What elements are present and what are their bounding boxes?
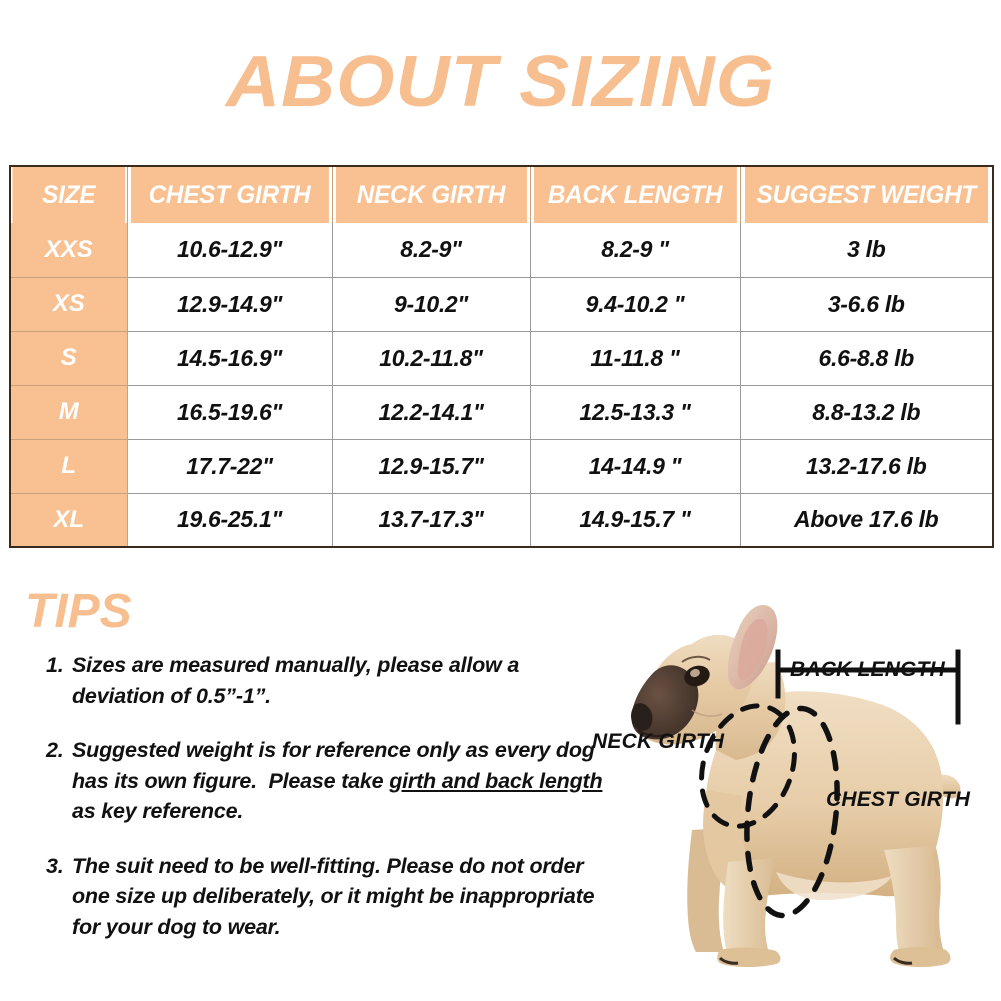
table-row: XL 19.6-25.1" 13.7-17.3" 14.9-15.7 " Above 1…: [10, 493, 993, 547]
tip-number: 1.: [46, 653, 64, 677]
cell-neck: 13.7-17.3": [332, 493, 531, 547]
neck-girth-dashed-ellipse: [699, 703, 797, 829]
dog-illustration: [631, 605, 961, 967]
cell-chest: 14.5-16.9": [127, 331, 333, 386]
cell-size: M: [10, 385, 128, 440]
table-row: XS 12.9-14.9" 9-10.2" 9.4-10.2 " 3-6.6 lb: [10, 277, 993, 332]
cell-size: XS: [10, 277, 128, 332]
table-row: M 16.5-19.6" 12.2-14.1" 12.5-13.3 " 8.8-13.2…: [10, 385, 993, 440]
dog-mouth: [637, 729, 669, 738]
table-row: XXS 10.6-12.9" 8.2-9" 8.2-9 " 3 lb: [10, 223, 993, 278]
cell-chest: 12.9-14.9": [127, 277, 333, 332]
cell-weight: 8.8-13.2 lb: [740, 385, 993, 440]
cell-chest: 19.6-25.1": [127, 493, 333, 547]
cell-back: 11-11.8 ": [530, 331, 741, 386]
tip-number: 2.: [46, 738, 64, 763]
tips-list: 1. Sizes are measured manually, please al…: [46, 650, 606, 966]
dog-brow: [681, 655, 711, 663]
cell-neck: 12.2-14.1": [332, 385, 531, 440]
dog-hind-leg: [884, 846, 940, 958]
dog-hind-claw: [892, 956, 913, 965]
label-back-length: BACK LENGTH: [790, 658, 946, 681]
dog-front-leg: [723, 858, 776, 960]
cell-back: 8.2-9 ": [530, 223, 741, 278]
cell-back: 14.9-15.7 ": [530, 493, 741, 547]
page-title: ABOUT SIZING: [225, 42, 776, 122]
label-chest-girth: CHEST GIRTH: [826, 788, 971, 811]
table-row: S 14.5-16.9" 10.2-11.8" 11-11.8 " 6.6-8.8 lb: [10, 331, 993, 386]
cell-weight: 6.6-8.8 lb: [740, 331, 993, 386]
dog-belly: [776, 872, 892, 900]
column-header-neck-girth: NECK GIRTH: [334, 166, 528, 223]
tip-text: Suggested weight is for reference only a…: [72, 738, 603, 824]
tip-text: The suit need to be well-fitting. Please…: [72, 853, 595, 939]
dog-cheek-wrinkle: [691, 709, 723, 717]
cell-weight: 3-6.6 lb: [740, 277, 993, 332]
cell-weight: Above 17.6 lb: [740, 493, 993, 547]
cell-size: S: [10, 331, 128, 386]
column-header-size: SIZE: [11, 166, 126, 223]
tip-item: 3. The suit need to be well-fitting. Plea…: [46, 851, 606, 943]
dog-front-claw: [718, 956, 739, 965]
cell-back: 14-14.9 ": [530, 439, 741, 494]
tip-item: 1. Sizes are measured manually, please al…: [46, 650, 606, 711]
table-header-row: SIZE CHEST GIRTH NECK GIRTH BACK LENGTH …: [10, 166, 993, 223]
column-header-suggest-weight: SUGGEST WEIGHT: [743, 166, 990, 223]
cell-size: L: [10, 439, 128, 494]
tip-item: 2. Suggested weight is for reference only…: [46, 735, 606, 827]
cell-back: 9.4-10.2 ": [530, 277, 741, 332]
cell-neck: 10.2-11.8": [332, 331, 531, 386]
table-row: L 17.7-22" 12.9-15.7" 14-14.9 " 13.2-17.6 lb: [10, 439, 993, 494]
cell-chest: 16.5-19.6": [127, 385, 333, 440]
cell-neck: 9-10.2": [332, 277, 531, 332]
cell-weight: 13.2-17.6 lb: [740, 439, 993, 494]
dog-front-paw: [717, 947, 781, 967]
column-header-back-length: BACK LENGTH: [533, 166, 738, 223]
sizing-table: SIZE CHEST GIRTH NECK GIRTH BACK LENGTH …: [9, 165, 994, 548]
cell-chest: 17.7-22": [127, 439, 333, 494]
cell-size: XXS: [10, 223, 128, 278]
chest-girth-dashed-ellipse: [744, 705, 840, 919]
column-header-chest-girth: CHEST GIRTH: [130, 166, 330, 223]
label-neck-girth: NECK GIRTH: [592, 730, 725, 753]
tip-text: Sizes are measured manually, please allo…: [72, 653, 520, 708]
cell-neck: 8.2-9": [332, 223, 531, 278]
cell-back: 12.5-13.3 ": [530, 385, 741, 440]
dog-measurement-diagram: [596, 600, 1001, 980]
cell-neck: 12.9-15.7": [332, 439, 531, 494]
tips-heading: TIPS: [25, 585, 132, 638]
dog-ear-inner: [737, 618, 768, 681]
cell-size: XL: [10, 493, 128, 547]
tip-number: 3.: [46, 853, 64, 878]
cell-weight: 3 lb: [740, 223, 993, 278]
dog-hind-paw: [890, 947, 951, 967]
dog-nose: [631, 703, 653, 731]
cell-chest: 10.6-12.9": [127, 223, 333, 278]
dog-eye-highlight: [690, 668, 700, 678]
back-length-bracket: [775, 649, 961, 725]
